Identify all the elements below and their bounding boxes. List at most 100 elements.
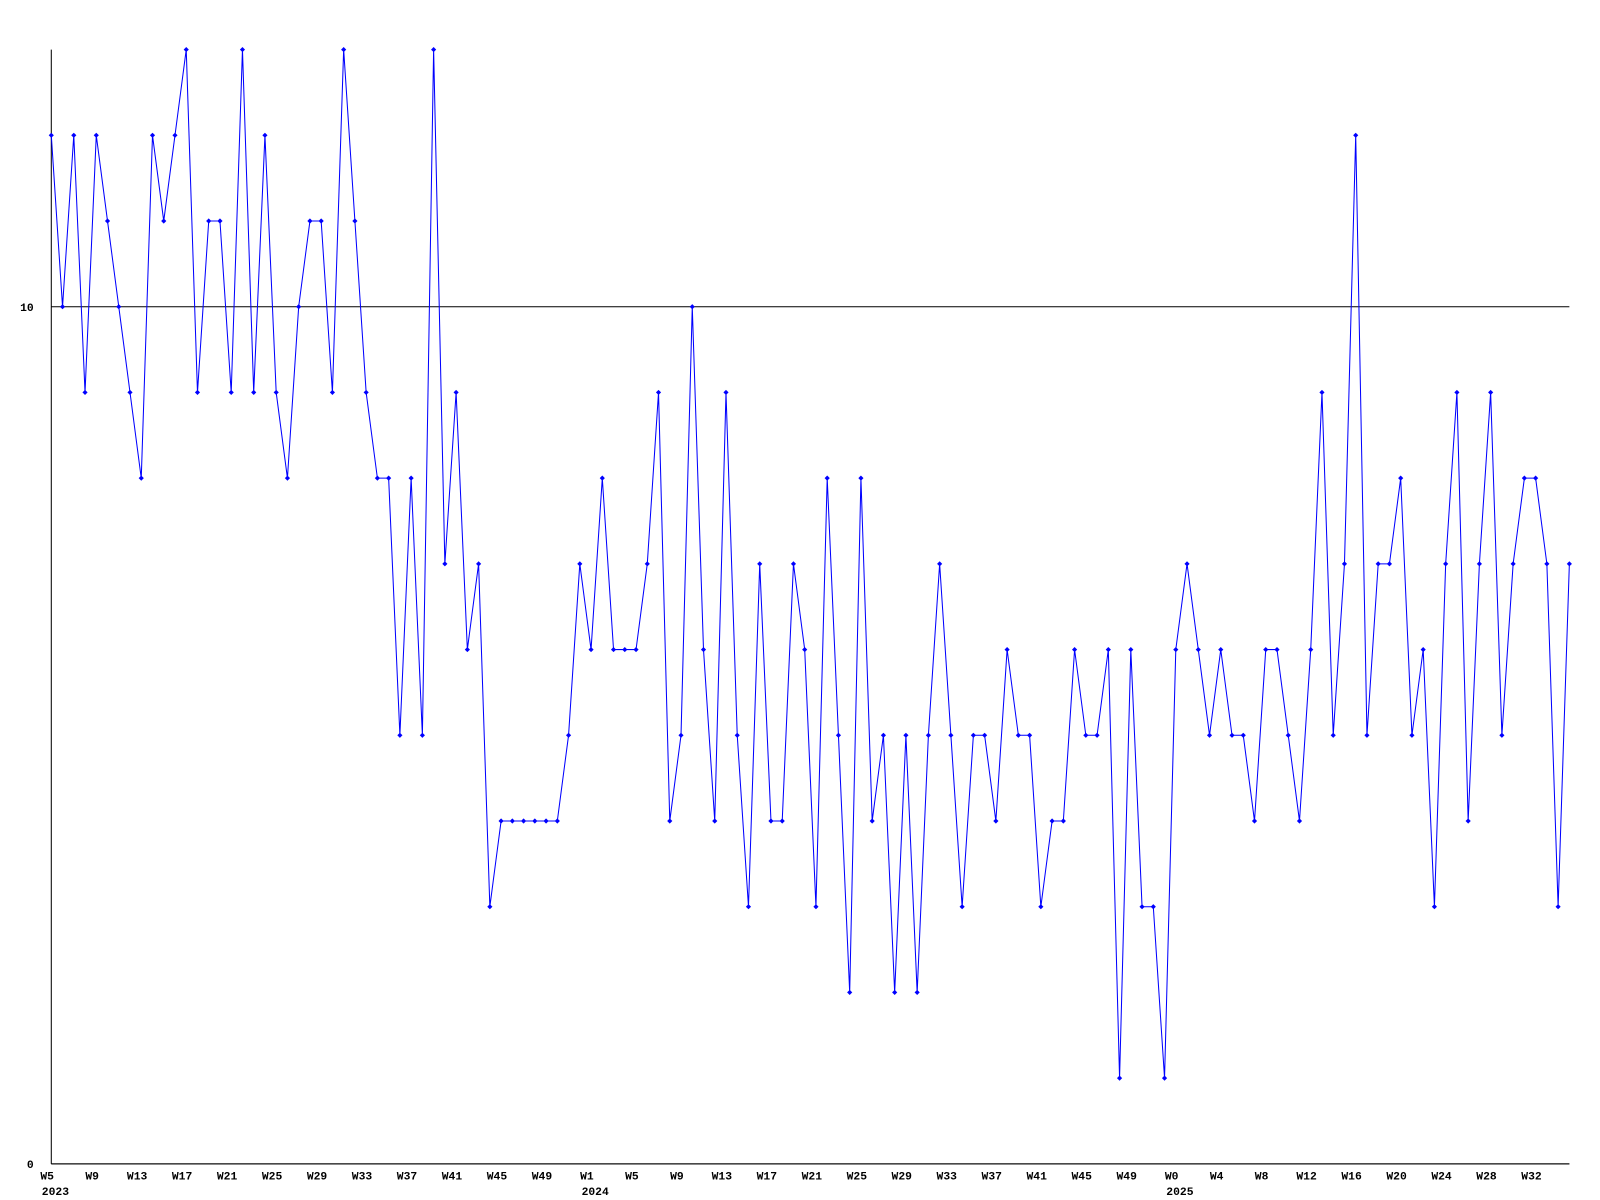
data-point	[610, 646, 617, 653]
data-point	[509, 818, 515, 824]
data-point	[194, 389, 201, 396]
data-point	[116, 304, 122, 310]
data-point	[622, 646, 628, 653]
data-point	[1521, 475, 1527, 481]
data-point	[239, 46, 246, 53]
x-tick-label: W17	[757, 1171, 778, 1183]
x-tick-label: W13	[127, 1171, 148, 1183]
x-tick-label: W41	[442, 1171, 463, 1183]
x-tick-label: W32	[1521, 1171, 1542, 1183]
data-point	[1015, 732, 1021, 738]
data-point	[1544, 561, 1550, 567]
x-tick-label: W12	[1296, 1171, 1317, 1183]
data-point	[273, 389, 279, 396]
data-point	[1555, 904, 1561, 910]
data-point	[1476, 561, 1482, 567]
data-point	[1319, 389, 1325, 396]
data-point	[532, 818, 538, 824]
data-line	[50, 49, 1570, 1079]
x-tick-label: W13	[712, 1171, 733, 1183]
data-point	[588, 646, 594, 653]
data-point	[296, 304, 302, 310]
data-point	[925, 732, 931, 738]
data-point	[1454, 389, 1460, 396]
data-point	[1195, 646, 1201, 653]
data-point	[127, 389, 133, 396]
data-point	[71, 132, 77, 138]
x-tick-label: W24	[1431, 1171, 1452, 1183]
data-point	[374, 475, 380, 481]
data-point	[835, 732, 842, 738]
data-point	[1420, 646, 1426, 653]
data-point	[397, 732, 403, 738]
x-tick-label: W1	[580, 1171, 594, 1183]
x-tick-label: W33	[937, 1171, 958, 1183]
data-point	[408, 475, 414, 481]
data-point	[1060, 818, 1066, 824]
data-point	[565, 732, 572, 738]
data-point	[1218, 646, 1224, 653]
data-point	[386, 475, 392, 481]
x-tick-label: W5	[625, 1171, 639, 1183]
x-tick-label: W5	[40, 1171, 54, 1183]
data-point	[790, 561, 797, 567]
x-year-label: 2024	[582, 1187, 609, 1199]
data-point	[970, 732, 976, 738]
x-tick-label: W9	[670, 1171, 684, 1183]
data-point	[520, 818, 527, 824]
data-point	[802, 646, 808, 653]
data-point	[419, 732, 425, 738]
x-tick-label: W49	[532, 1171, 553, 1183]
data-point	[498, 818, 504, 824]
data-point	[487, 904, 493, 910]
data-point	[892, 989, 898, 996]
data-point	[914, 989, 920, 996]
data-point	[284, 475, 291, 481]
data-point	[363, 389, 369, 396]
x-tick-label: W41	[1026, 1171, 1047, 1183]
data-point	[149, 132, 156, 138]
x-tick-label: W45	[487, 1171, 508, 1183]
data-point	[1206, 732, 1213, 738]
data-point	[1105, 646, 1111, 653]
data-point	[1341, 561, 1348, 567]
data-point	[1049, 818, 1055, 824]
data-point	[1173, 646, 1179, 653]
data-point	[1308, 646, 1314, 653]
data-point	[1375, 561, 1381, 567]
data-point	[464, 646, 470, 653]
data-point	[655, 389, 662, 396]
x-tick-label: W21	[802, 1171, 823, 1183]
data-point	[712, 818, 718, 824]
data-point	[206, 218, 212, 224]
data-point	[824, 475, 830, 481]
data-point	[59, 304, 66, 310]
data-point	[1072, 646, 1078, 653]
data-point	[104, 218, 111, 224]
data-point	[329, 389, 335, 396]
x-tick-label: W16	[1341, 1171, 1362, 1183]
data-point	[1510, 561, 1516, 567]
data-point	[757, 561, 763, 567]
data-point	[1128, 646, 1134, 653]
data-point	[993, 818, 999, 824]
x-tick-label: W20	[1386, 1171, 1407, 1183]
data-point	[1533, 475, 1539, 481]
data-point	[1285, 732, 1291, 738]
data-point	[1566, 561, 1572, 567]
x-tick-label: W21	[217, 1171, 238, 1183]
data-point	[869, 818, 875, 824]
data-point	[903, 732, 909, 738]
x-tick-label: W17	[172, 1171, 193, 1183]
x-tick-label: W9	[85, 1171, 99, 1183]
data-point	[1409, 732, 1415, 738]
data-point	[1038, 904, 1044, 910]
data-point	[138, 475, 144, 481]
data-point	[251, 389, 257, 396]
x-tick-label: W28	[1476, 1171, 1497, 1183]
data-point	[1499, 732, 1505, 738]
data-point	[1488, 389, 1494, 396]
data-point	[1229, 732, 1235, 738]
data-point	[948, 732, 954, 738]
data-point	[982, 732, 988, 738]
